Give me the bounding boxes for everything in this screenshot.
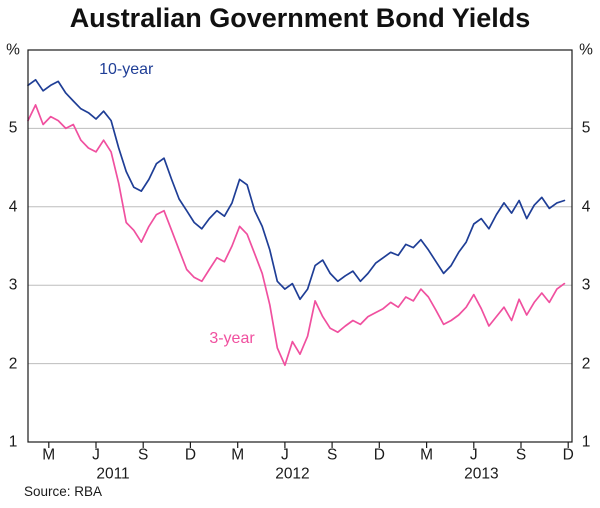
series-line-3-year [27, 104, 566, 367]
x-tick-label: M [42, 446, 56, 464]
x-year-label: 2013 [464, 465, 499, 483]
y-tick-label-left: 1 [8, 433, 18, 451]
x-tick-label: D [562, 446, 574, 464]
x-tick-label: M [231, 446, 245, 464]
y-tick-label-right: 5 [581, 119, 591, 137]
y-tick-label-left: 3 [8, 276, 18, 294]
series-label-3-year: 3-year [209, 329, 255, 347]
series-line-10-year [27, 78, 566, 301]
x-tick-label: M [420, 446, 434, 464]
y-tick-label-right: 4 [581, 198, 591, 216]
x-tick-label: J [469, 446, 478, 464]
y-axis-unit-left: % [6, 41, 20, 59]
chart-title: Australian Government Bond Yields [69, 3, 531, 33]
y-tick-label-left: 2 [8, 354, 18, 372]
plot-border [27, 49, 573, 443]
x-tick-label: S [326, 446, 338, 464]
x-tick-label: D [184, 446, 197, 464]
x-tick-label: S [138, 446, 149, 464]
y-tick-label-right: 3 [581, 276, 591, 294]
y-tick-label-right: 2 [581, 354, 591, 372]
x-year-label: 2011 [96, 465, 130, 483]
x-tick-label: J [92, 446, 100, 464]
y-tick-label-right: 1 [581, 433, 591, 451]
series-label-10-year: 10-year [99, 60, 154, 78]
y-tick-label-left: 5 [8, 119, 18, 137]
x-tick-label: D [373, 446, 385, 464]
x-tick-label: S [515, 446, 527, 464]
x-year-label: 2012 [275, 465, 310, 483]
source-note: Source: RBA [24, 484, 103, 499]
y-tick-label-left: 4 [8, 198, 18, 216]
y-axis-unit-right: % [579, 41, 593, 59]
x-tick-label: J [281, 446, 289, 464]
